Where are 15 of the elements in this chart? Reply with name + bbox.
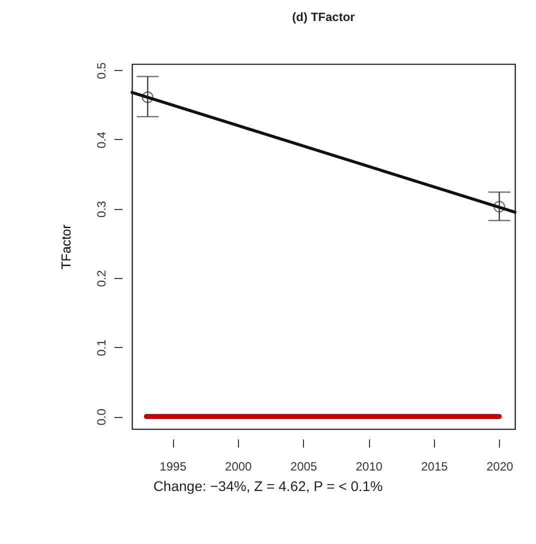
y-tick-label: 0.0 (94, 408, 108, 426)
y-tick-label: 0.3 (94, 200, 108, 218)
x-tick-label: 2010 (356, 460, 383, 474)
y-tick-label: 0.5 (94, 62, 108, 80)
x-tick-label: 2020 (486, 460, 514, 474)
x-tick-label: 2015 (421, 460, 448, 474)
y-tick-label: 0.2 (94, 270, 108, 287)
y-tick-label: 0.1 (94, 339, 108, 356)
text: Change: −34%, Z = 4.62, P = < 0.1% (152, 478, 384, 494)
x-tick-label: 1995 (160, 460, 187, 474)
x-tick-label: 2005 (290, 460, 318, 474)
x-tick-label: 2000 (225, 460, 252, 474)
y-tick-label: 0.4 (94, 131, 108, 148)
chart-title: (d) TFactor (292, 10, 356, 24)
y-axis-title: TFactor (58, 224, 74, 270)
